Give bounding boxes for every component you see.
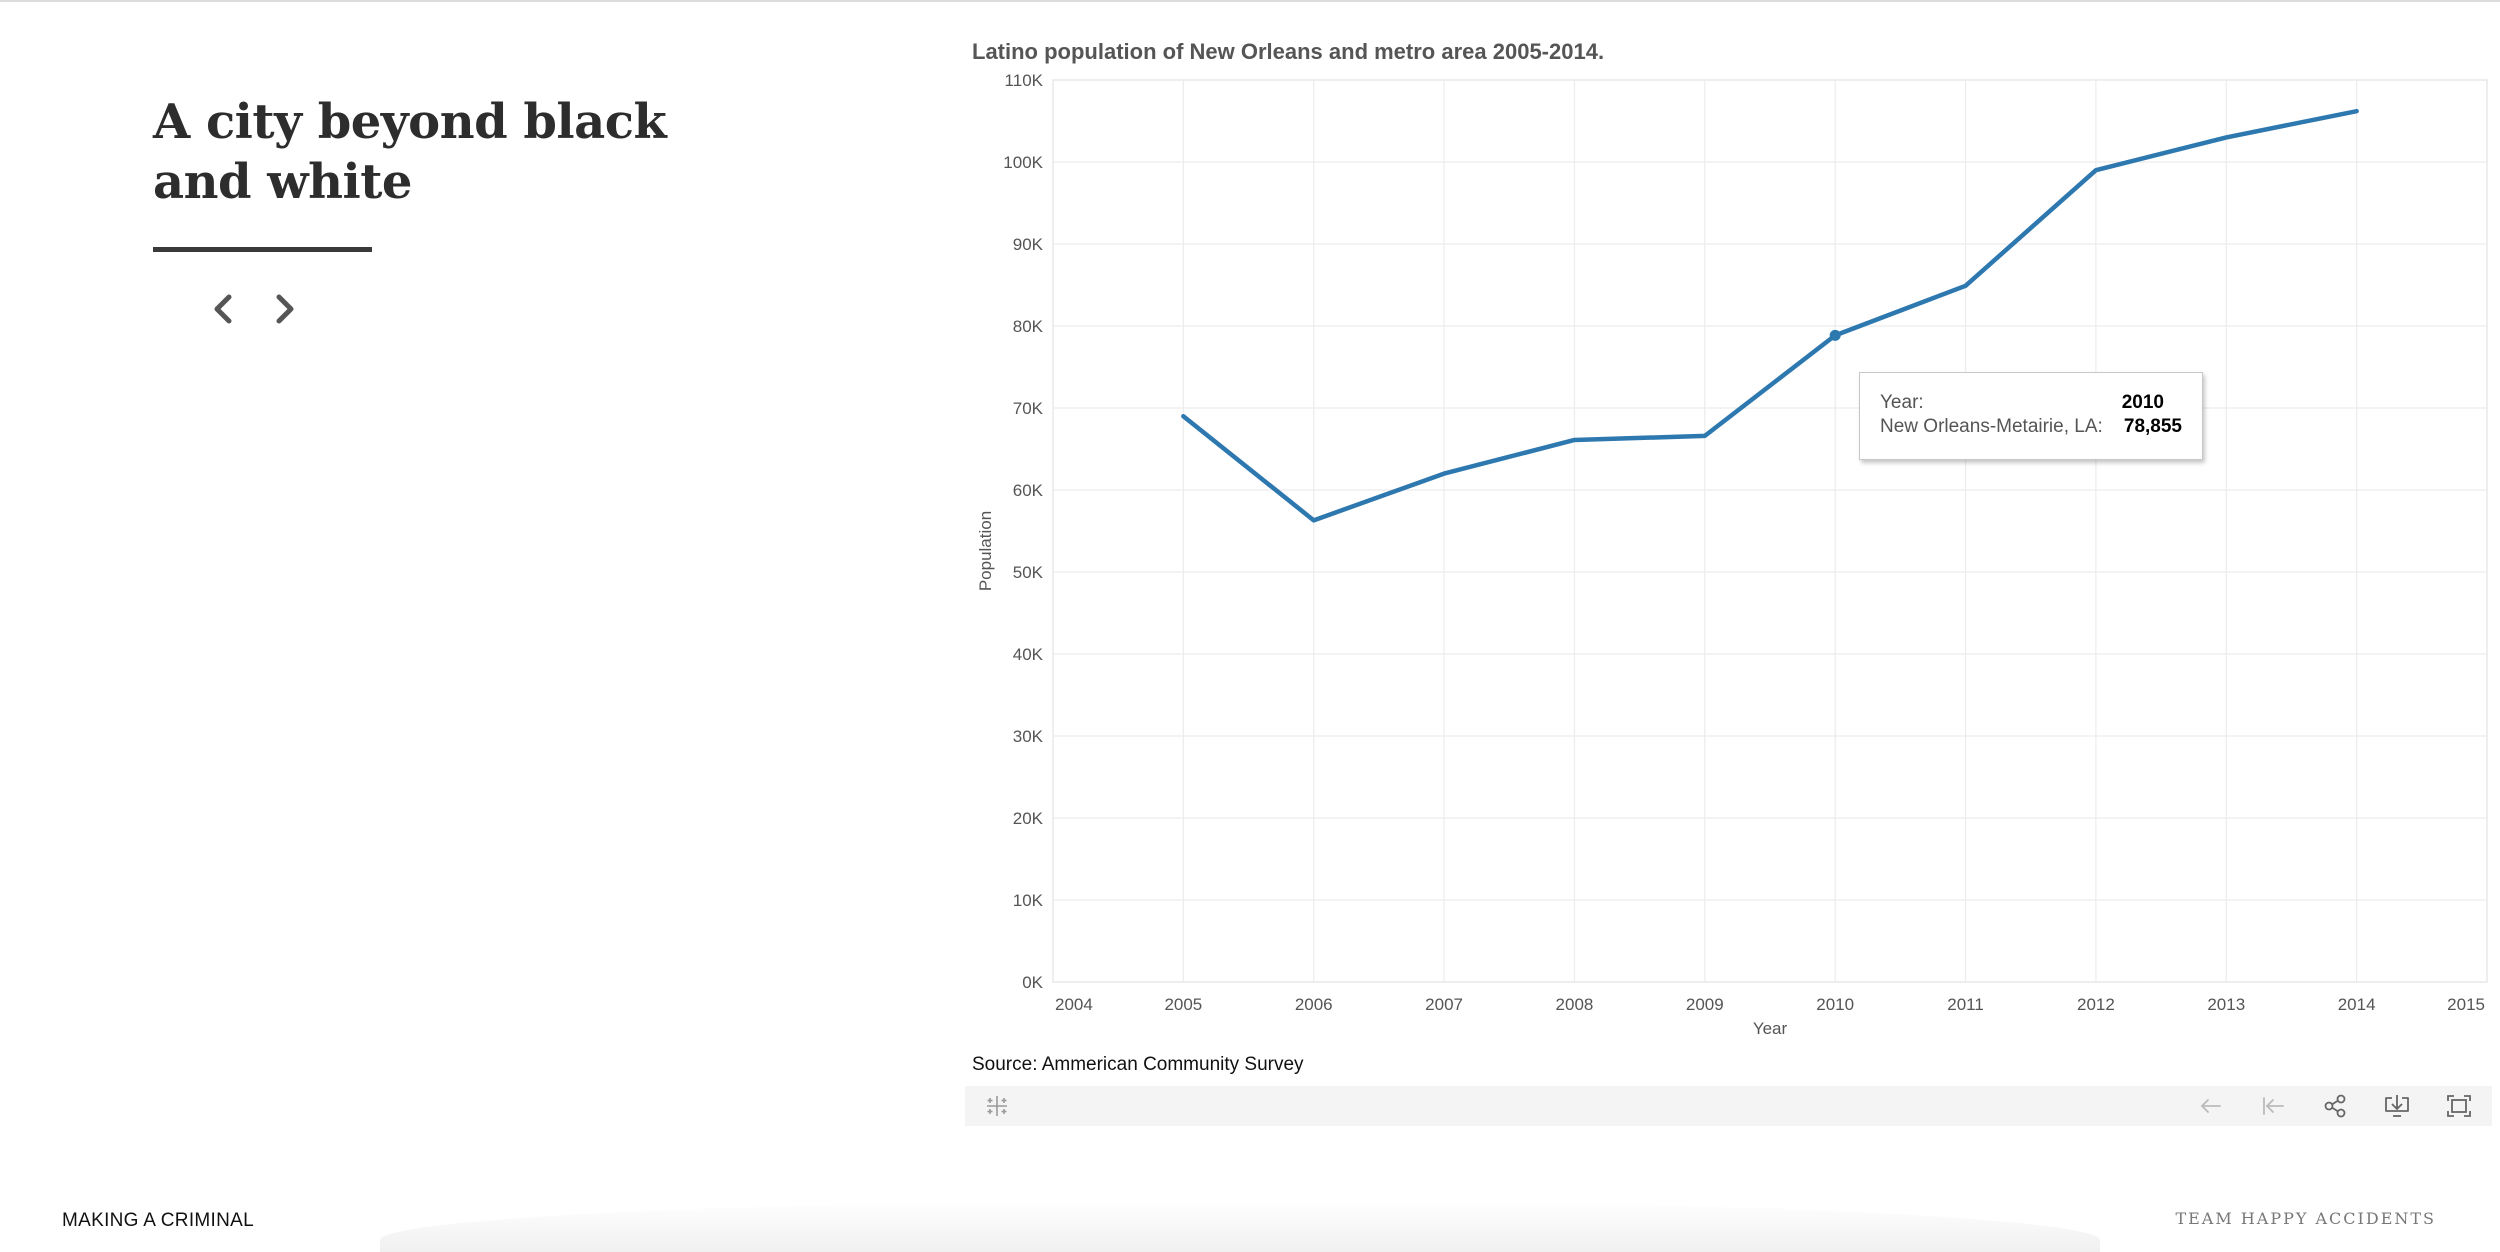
undo-button[interactable] xyxy=(2197,1092,2225,1120)
x-tick-label: 2013 xyxy=(2207,995,2245,1014)
top-divider xyxy=(0,0,2500,2)
y-axis-title: Population xyxy=(976,511,995,591)
chevron-right-icon xyxy=(276,294,294,324)
footer-site-link[interactable]: MAKING A CRIMINAL xyxy=(62,1210,254,1231)
y-tick-label: 10K xyxy=(1013,891,1044,910)
previous-story-button[interactable] xyxy=(204,289,244,329)
source-note: Source: Ammerican Community Survey xyxy=(972,1054,1304,1075)
x-tick-label: 2005 xyxy=(1164,995,1202,1014)
tooltip-year-label: Year: xyxy=(1880,392,1924,413)
footer-credit: TEAM HAPPY ACCIDENTS xyxy=(2175,1209,2436,1228)
y-tick-label: 20K xyxy=(1013,809,1044,828)
next-story-button[interactable] xyxy=(264,289,304,329)
x-tick-label: 2009 xyxy=(1686,995,1724,1014)
tooltip-series-value: 78,855 xyxy=(2123,416,2182,437)
x-axis-title: Year xyxy=(1753,1019,1788,1038)
x-tick-label: 2012 xyxy=(2077,995,2115,1014)
fullscreen-icon xyxy=(2447,1095,2471,1117)
x-tick-label: 2007 xyxy=(1425,995,1463,1014)
arrow-left-icon xyxy=(2200,1099,2221,1113)
x-tick-label: 2008 xyxy=(1556,995,1594,1014)
share-icon xyxy=(2324,1094,2346,1118)
x-tick-label: 2004 xyxy=(1055,995,1093,1014)
y-tick-label: 60K xyxy=(1013,481,1044,500)
y-tick-label: 50K xyxy=(1013,563,1044,582)
x-tick-label: 2010 xyxy=(1816,995,1854,1014)
y-tick-label: 40K xyxy=(1013,645,1044,664)
y-tick-label: 100K xyxy=(1003,153,1043,172)
title-underline xyxy=(153,247,372,252)
x-tick-label: 2015 xyxy=(2447,995,2485,1014)
x-tick-label: 2014 xyxy=(2338,995,2376,1014)
tableau-logo-button[interactable] xyxy=(983,1092,1011,1120)
y-tick-label: 30K xyxy=(1013,727,1044,746)
y-tick-label: 0K xyxy=(1022,973,1043,992)
download-icon xyxy=(2385,1095,2409,1117)
story-title: A city beyond black and white xyxy=(153,94,667,210)
chart-title: Latino population of New Orleans and met… xyxy=(972,39,1605,64)
plot-frame xyxy=(1052,79,2488,983)
y-tick-label: 80K xyxy=(1013,317,1044,336)
y-tick-label: 90K xyxy=(1013,235,1044,254)
x-tick-label: 2006 xyxy=(1295,995,1333,1014)
highlighted-data-point[interactable] xyxy=(1829,329,1841,341)
tableau-logo-icon xyxy=(987,1096,1007,1116)
tooltip-series-label: New Orleans-Metairie, LA: xyxy=(1880,416,2103,437)
x-tick-label: 2011 xyxy=(1947,995,1984,1014)
fullscreen-button[interactable] xyxy=(2445,1092,2473,1120)
footer-shadow xyxy=(380,1200,2100,1252)
chevron-left-icon xyxy=(214,294,232,324)
revert-button[interactable] xyxy=(2259,1092,2287,1120)
download-button[interactable] xyxy=(2383,1092,2411,1120)
tooltip-year-value: 2010 xyxy=(2121,392,2164,413)
revert-icon xyxy=(2263,1097,2284,1115)
data-point-tooltip: Year: 2010 New Orleans-Metairie, LA: 78,… xyxy=(1859,372,2203,460)
y-tick-label: 110K xyxy=(1005,72,1044,90)
y-tick-label: 70K xyxy=(1013,399,1044,418)
line-chart[interactable]: 0K 10K 20K 30K 40K 50K 60K 70K 80K 90K 100K 110K 200… xyxy=(965,72,2500,1050)
viz-toolbar xyxy=(965,1086,2492,1126)
share-button[interactable] xyxy=(2321,1092,2349,1120)
series-line xyxy=(1181,108,2359,523)
